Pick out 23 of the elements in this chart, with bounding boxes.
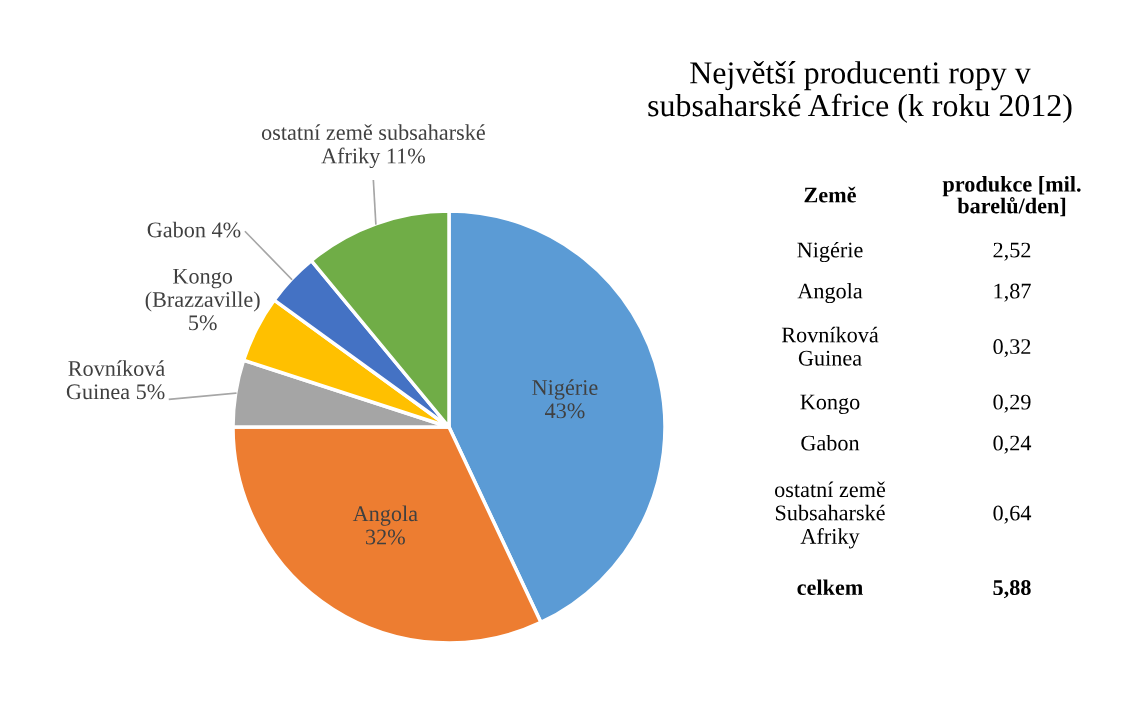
slice-label: Angola 32%: [352, 505, 418, 545]
text: produkce [mil. barelů/den]: [942, 176, 1081, 217]
text: celkem: [797, 579, 863, 596]
data-label: 0,64: [993, 505, 1032, 524]
slice-label: Gabon 4%: [147, 221, 241, 238]
data-label: 0,24: [993, 435, 1032, 454]
category-label: Gabon: [801, 434, 860, 451]
slice-label: Kongo (Brazzaville) 5%: [145, 268, 260, 331]
text: 5,88: [993, 580, 1031, 599]
data-label: 1,87: [994, 283, 1031, 302]
data-label: 0,32: [993, 339, 1031, 358]
slice-label: Nigérie 43%: [532, 379, 598, 419]
data-label: 2,52: [993, 242, 1031, 261]
slice-label: ostatní země subsaharské Afriky 11%: [261, 124, 485, 169]
category-label: Nigérie: [797, 241, 863, 263]
category-label: Angola: [797, 282, 863, 304]
category-label: Kongo: [800, 394, 860, 415]
text: Největší producenti ropy v subsaharské Africe (k roku 2012): [648, 61, 1072, 123]
category-label: Rovníková Guinea: [781, 326, 879, 366]
slice-label: Rovníková Guinea 5%: [66, 360, 165, 400]
text: Země: [804, 186, 856, 203]
data-label: 0,29: [993, 394, 1031, 413]
category-label: ostatní země Subsaharské Afriky: [775, 481, 886, 549]
